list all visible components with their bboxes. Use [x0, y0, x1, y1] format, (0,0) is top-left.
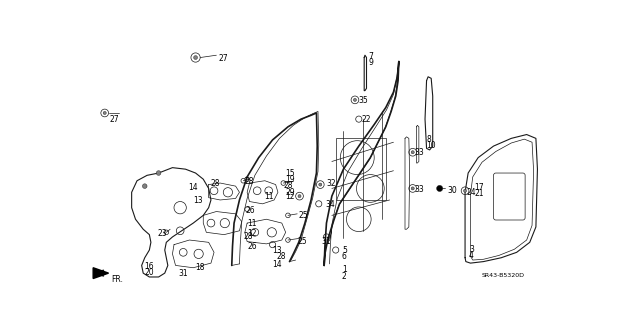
Text: FR.: FR.	[111, 275, 123, 285]
Bar	[336, 138, 386, 200]
Text: 8: 8	[427, 135, 431, 144]
Text: 28: 28	[211, 179, 220, 188]
Text: 9: 9	[368, 58, 373, 67]
Text: 33: 33	[414, 185, 424, 194]
Text: 5: 5	[342, 246, 347, 255]
Text: 4: 4	[469, 251, 474, 260]
Text: 12: 12	[285, 192, 295, 201]
Text: 21: 21	[474, 189, 484, 198]
Circle shape	[319, 183, 322, 186]
Polygon shape	[93, 268, 109, 278]
Text: 26: 26	[247, 242, 257, 251]
Text: 35: 35	[359, 96, 369, 105]
Text: 11: 11	[264, 192, 273, 201]
Text: 28: 28	[245, 177, 254, 186]
Text: 14: 14	[188, 183, 198, 192]
Text: 31: 31	[179, 269, 188, 278]
Text: 2: 2	[342, 271, 347, 281]
Circle shape	[411, 151, 414, 154]
Text: 10: 10	[427, 141, 436, 150]
Text: 3: 3	[469, 245, 474, 254]
Circle shape	[298, 195, 301, 198]
Circle shape	[411, 187, 414, 190]
Text: 18: 18	[196, 263, 205, 272]
Text: 23: 23	[157, 229, 166, 238]
Circle shape	[463, 189, 467, 192]
Text: 6: 6	[342, 252, 347, 261]
Text: 27: 27	[219, 54, 228, 63]
Text: 28: 28	[276, 252, 286, 261]
Text: 22: 22	[361, 115, 371, 124]
Text: SR43-B5320D: SR43-B5320D	[482, 273, 525, 278]
Text: 27: 27	[109, 115, 119, 124]
Text: 28: 28	[284, 181, 293, 190]
Text: 25: 25	[299, 211, 308, 220]
Text: 32: 32	[326, 179, 336, 188]
Text: 17: 17	[474, 183, 484, 192]
Text: 30: 30	[447, 186, 457, 195]
Text: 16: 16	[145, 262, 154, 271]
Text: 12: 12	[247, 229, 257, 238]
Text: 24: 24	[467, 188, 476, 197]
Circle shape	[103, 111, 106, 115]
Text: 19: 19	[285, 175, 295, 184]
Text: 26: 26	[246, 206, 255, 215]
Text: 15: 15	[285, 169, 295, 178]
Circle shape	[353, 98, 356, 101]
Text: 7: 7	[368, 52, 373, 61]
Text: 13: 13	[272, 246, 282, 255]
Text: 13: 13	[193, 196, 203, 205]
Text: 11: 11	[247, 219, 257, 228]
Circle shape	[156, 171, 161, 175]
Text: 25: 25	[297, 237, 307, 246]
Text: 31: 31	[322, 237, 332, 246]
Circle shape	[436, 185, 443, 191]
Circle shape	[143, 184, 147, 189]
Text: 20: 20	[145, 268, 154, 277]
Circle shape	[194, 56, 198, 59]
Text: 14: 14	[273, 260, 282, 269]
Text: 34: 34	[325, 200, 335, 209]
Text: 29: 29	[285, 189, 295, 197]
Text: 28: 28	[243, 232, 253, 241]
Text: 33: 33	[414, 148, 424, 157]
Text: 1: 1	[342, 265, 347, 274]
